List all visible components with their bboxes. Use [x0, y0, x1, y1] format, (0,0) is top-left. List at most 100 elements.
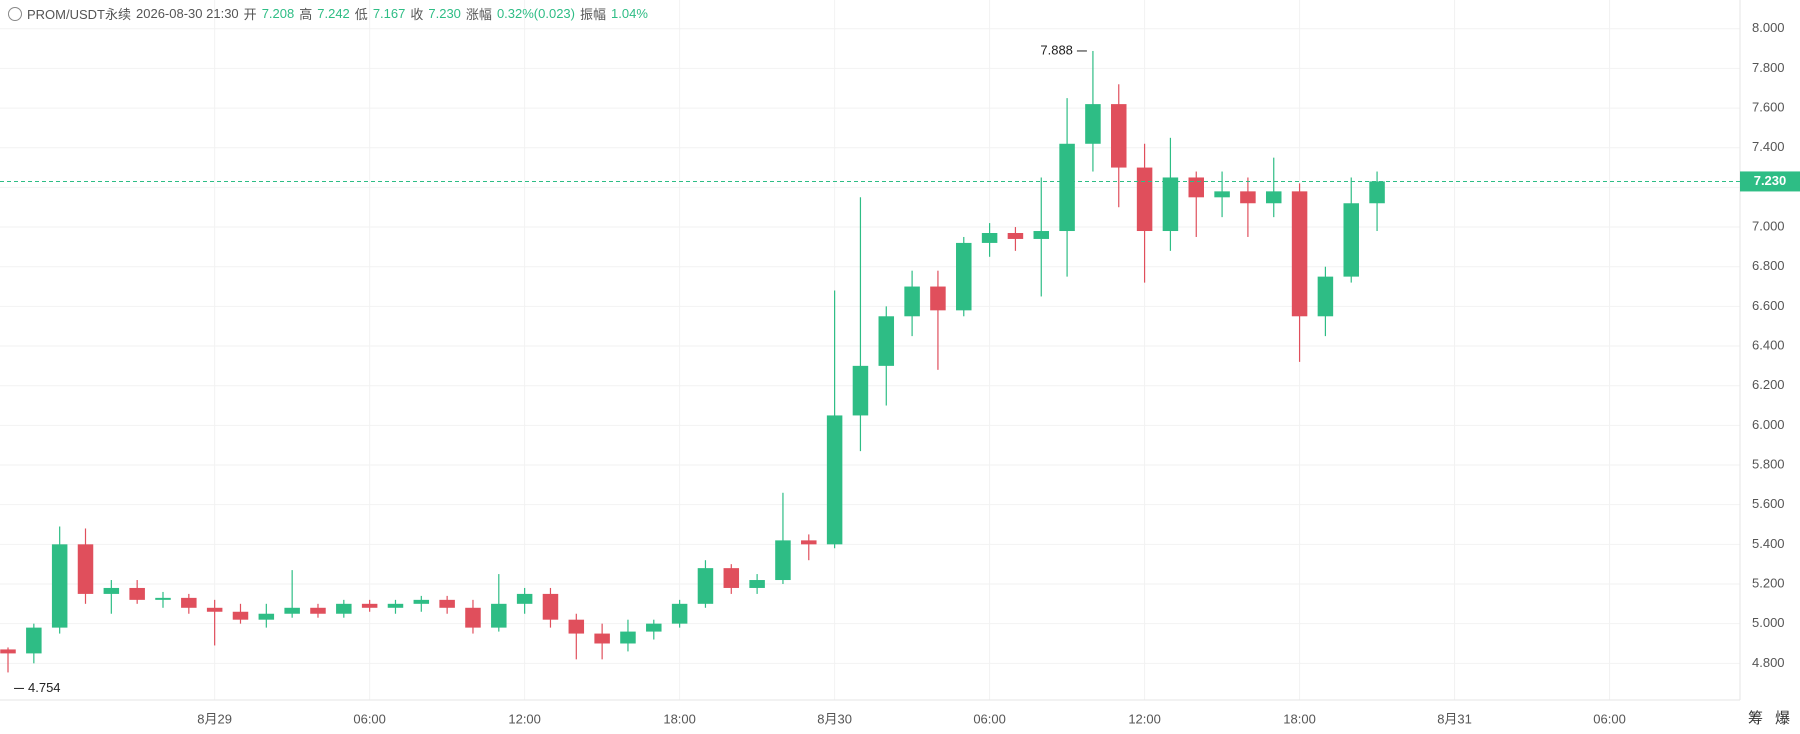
value: 1.04%	[611, 6, 648, 21]
candle-body	[542, 593, 559, 620]
candle-body	[26, 627, 42, 654]
label: 涨幅	[465, 7, 492, 22]
y-tick-label: 6.400	[1752, 337, 1785, 352]
candle-body	[0, 649, 16, 654]
value: 7.230	[428, 6, 461, 21]
candle-body	[155, 597, 171, 600]
x-tick-label: 06:00	[973, 711, 1006, 726]
candle-body	[749, 580, 765, 588]
candle-body	[930, 286, 946, 311]
candle-body	[284, 607, 300, 614]
x-tick-label: 8月31	[1437, 711, 1472, 726]
y-tick-label: 7.800	[1752, 60, 1785, 75]
candle-body	[439, 599, 455, 608]
candle-body	[129, 587, 145, 600]
y-tick-label: 7.600	[1752, 100, 1785, 115]
x-tick-label: 12:00	[1128, 711, 1161, 726]
y-tick-label: 8.000	[1752, 20, 1785, 35]
side-buttons: 筹 爆	[1748, 707, 1790, 728]
y-tick-label: 7.000	[1752, 218, 1785, 233]
x-tick-label: 06:00	[1593, 711, 1626, 726]
candle-body	[465, 607, 481, 628]
candle-body	[1188, 177, 1204, 198]
candle-body	[1136, 167, 1153, 232]
label: 振幅	[580, 7, 607, 22]
candle-body	[206, 607, 223, 612]
x-tick-label: 18:00	[1283, 711, 1316, 726]
x-tick-label: 18:00	[663, 711, 696, 726]
candle-body	[878, 316, 895, 366]
candle-body	[1291, 191, 1308, 317]
candle-body	[336, 603, 352, 614]
candle-body	[103, 587, 120, 594]
low-marker-label: 4.754	[28, 680, 61, 695]
x-tick-label: 8月30	[817, 711, 852, 726]
y-tick-label: 5.000	[1752, 615, 1785, 630]
candle-body	[1007, 233, 1024, 239]
y-tick-label: 7.400	[1752, 139, 1785, 154]
header: PROM/USDT永续 2026-08-30 21:30 开 7.208 高 7.2…	[8, 4, 648, 23]
side-button[interactable]: 筹	[1747, 710, 1763, 727]
candle-body	[1162, 177, 1179, 232]
x-tick-label: 12:00	[508, 711, 541, 726]
collapse-icon[interactable]	[8, 6, 22, 21]
candle-body	[801, 540, 817, 545]
y-tick-label: 5.600	[1752, 496, 1785, 511]
x-tick-label: 8月29	[197, 711, 232, 726]
candle-body	[77, 544, 94, 594]
candle-body	[181, 597, 197, 608]
candle-body	[361, 603, 378, 608]
candle-body	[1033, 231, 1050, 239]
label: 高	[299, 7, 313, 22]
candle-body	[232, 611, 249, 620]
last-price-tag	[1740, 171, 1800, 192]
candle-body	[1214, 191, 1230, 198]
candle-body	[956, 242, 972, 311]
candle-body	[568, 619, 585, 634]
time: 2026-08-30 21:30	[136, 6, 239, 21]
candle-body	[1265, 191, 1282, 204]
candle-body	[310, 607, 326, 614]
candle-body	[1059, 143, 1075, 232]
candle-body	[981, 233, 998, 243]
y-tick-label: 6.600	[1752, 298, 1785, 313]
value: 7.208	[261, 6, 295, 21]
candle-body	[671, 603, 688, 624]
candle-body	[646, 623, 662, 632]
y-tick-label: 4.800	[1752, 655, 1785, 670]
candle-body	[904, 286, 920, 317]
candle-body	[697, 568, 714, 604]
candle-body	[1240, 191, 1256, 204]
label: 收	[410, 7, 424, 22]
label: 低	[354, 7, 368, 22]
candle-body	[1085, 104, 1101, 144]
candle-body	[594, 633, 610, 644]
high-marker-label: 7.888	[1040, 42, 1073, 57]
candle-body	[258, 613, 275, 620]
last-price-label: 7.230	[1754, 173, 1787, 188]
candle-body	[852, 365, 869, 416]
candle-body	[620, 631, 636, 644]
y-tick-label: 5.800	[1752, 456, 1785, 471]
x-tick-label: 06:00	[353, 711, 386, 726]
candle-body	[1369, 181, 1385, 204]
y-tick-label: 6.000	[1752, 417, 1785, 432]
y-tick-label: 5.400	[1752, 536, 1785, 551]
candle-body	[775, 540, 791, 581]
value: 0.32%(0.023)	[496, 6, 575, 21]
y-tick-label: 6.200	[1752, 377, 1785, 392]
candle-body	[1343, 203, 1359, 277]
value: 7.242	[317, 6, 350, 21]
candle-body	[387, 603, 404, 608]
candle-body	[413, 599, 430, 604]
side-button[interactable]: 爆	[1774, 710, 1790, 727]
symbol: PROM/USDT永续	[27, 7, 132, 22]
candle-body	[723, 568, 740, 588]
label: 开	[243, 7, 257, 22]
candle-body	[51, 544, 68, 628]
candle-body	[491, 603, 507, 628]
value: 7.167	[372, 6, 406, 21]
candle-body	[1317, 276, 1334, 317]
